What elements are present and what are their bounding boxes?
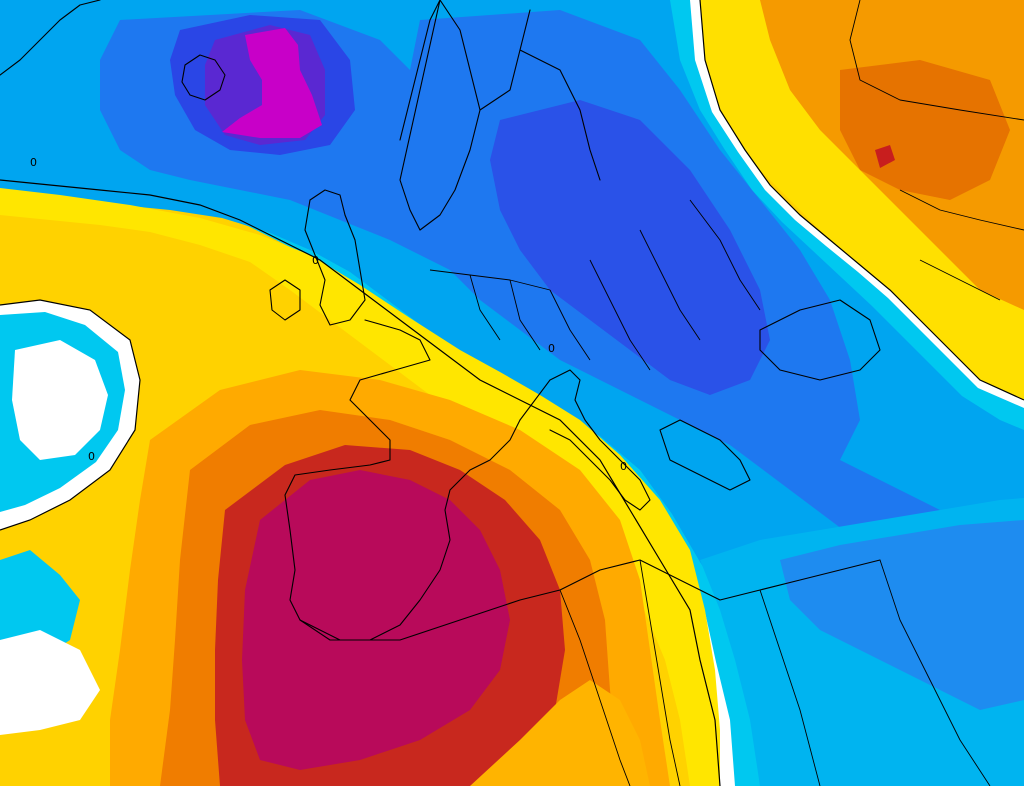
coastline-black-sea	[759, 299, 881, 381]
coastline-iceland	[181, 54, 226, 101]
coastline-north-africa	[299, 559, 881, 641]
field-east-red-spot	[875, 145, 895, 168]
isoline-label: 0	[88, 450, 95, 463]
coastline-greenland	[0, 0, 101, 76]
isoline-north	[0, 179, 721, 786]
isoline-label: 0	[30, 156, 37, 169]
field-sahara-amber	[470, 680, 650, 786]
borders-east	[849, 0, 1024, 301]
coastline-italy	[519, 369, 651, 511]
isoline-atlantic	[0, 299, 141, 531]
field-atlantic-white-core	[12, 340, 108, 460]
field-baltic-deep-blue	[490, 100, 770, 395]
field-iberia-crimson	[242, 470, 510, 770]
coastline-british-isles	[269, 189, 366, 326]
field-iceland-magenta	[222, 28, 322, 138]
field-atlantic-low-white	[0, 630, 100, 735]
coastline-greece-balkans	[659, 419, 751, 491]
field-east-yellow-belt	[700, 0, 1024, 420]
isoline-label: 0	[312, 254, 319, 267]
coastline-france-iberia	[284, 319, 521, 641]
isoline-label: 0	[548, 342, 555, 355]
coastline-scandinavia	[399, 0, 601, 231]
borders-central-europe	[429, 199, 761, 371]
isoline-east	[699, 0, 1024, 401]
isoline-label: 0	[620, 460, 627, 473]
borders-africa	[559, 559, 991, 786]
field-eastmed-blue	[780, 520, 1024, 710]
